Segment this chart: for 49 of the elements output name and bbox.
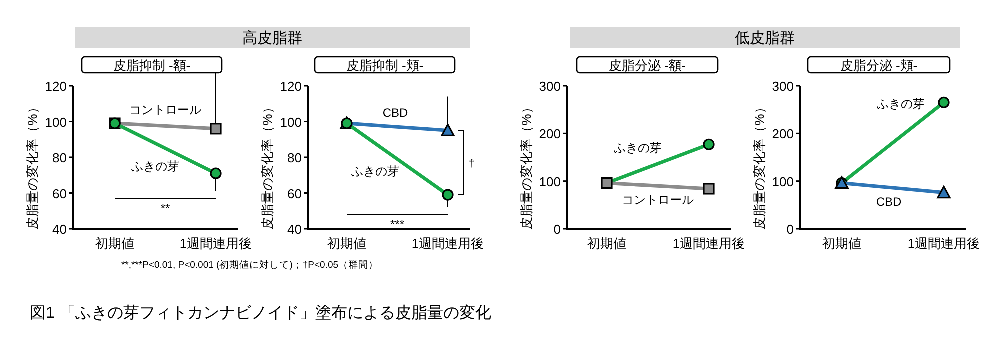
series-label: CBD: [382, 106, 408, 120]
series-label: ふきの芽: [613, 140, 662, 155]
y-tick-label: 120: [280, 79, 302, 94]
x-tick-label: 初期値: [96, 236, 134, 251]
annotation: ***: [390, 218, 405, 232]
annotation: **: [160, 202, 170, 216]
series-label: CBD: [876, 195, 902, 210]
y-tick-label: 0: [786, 222, 794, 237]
chart-title: 皮脂分泌 -額-: [608, 58, 686, 73]
x-tick-label: 初期値: [822, 236, 862, 251]
caption: 図1 「ふきの芽フィトカンナビノイド」塗布による皮脂量の変化: [30, 304, 492, 322]
y-tick-label: 60: [52, 186, 67, 202]
x-tick-label: 1週間連用後: [908, 236, 980, 251]
y-tick-label: 100: [772, 174, 794, 190]
series-label: コントロール: [622, 193, 694, 208]
x-tick-label: 1週間連用後: [672, 236, 746, 251]
series-label: コントロール: [130, 103, 202, 118]
series-label: ふきの芽: [350, 164, 400, 178]
text: 低皮脂群: [735, 30, 795, 47]
text: 高皮脂群: [242, 30, 302, 47]
y-tick-label: 80: [52, 150, 67, 166]
y-axis-title: 皮脂量の変化率（%）: [25, 101, 40, 230]
y-axis-title: 皮脂量の変化率（%）: [519, 101, 534, 230]
x-tick-label: 1週間連用後: [180, 236, 252, 251]
y-tick-label: 100: [280, 114, 302, 130]
y-tick-label: 40: [288, 222, 302, 237]
annotation: †: [468, 158, 476, 170]
chart-title: 皮脂抑制 -額-: [113, 58, 191, 73]
y-axis-title: 皮脂量の変化率（%）: [260, 101, 275, 230]
text: **,***P<0.01, P<0.001 (初期値に対して)；†P<0.05（群間）: [121, 259, 379, 271]
series-label: ふきの芽: [876, 96, 925, 111]
series-label: ふきの芽: [130, 160, 180, 174]
chart-title: 皮脂抑制 -頬-: [346, 58, 424, 73]
y-tick-label: 200: [772, 126, 794, 142]
x-tick-label: 初期値: [328, 236, 366, 251]
y-tick-label: 300: [539, 79, 561, 94]
y-axis-title: 皮脂量の変化率（%）: [752, 101, 767, 230]
y-tick-label: 60: [288, 186, 302, 202]
y-tick-label: 0: [554, 222, 561, 237]
y-tick-label: 80: [288, 150, 302, 166]
x-tick-label: 1週間連用後: [412, 236, 484, 251]
chart-title: 皮脂分泌 -頬-: [840, 58, 918, 73]
y-tick-label: 100: [539, 174, 561, 190]
x-tick-label: 初期値: [588, 236, 626, 251]
y-tick-label: 300: [772, 79, 794, 94]
y-tick-label: 100: [45, 114, 67, 130]
y-tick-label: 40: [52, 222, 67, 237]
y-tick-label: 200: [539, 126, 561, 142]
y-tick-label: 120: [45, 79, 67, 94]
